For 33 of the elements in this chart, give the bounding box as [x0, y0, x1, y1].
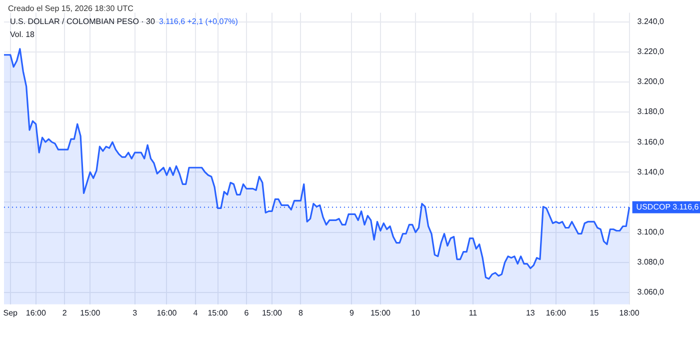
x-tick-label: 15:00 — [370, 308, 392, 318]
x-tick-label: 15:00 — [262, 308, 283, 318]
y-tick-label: 3.140,0 — [637, 167, 665, 176]
x-tick-label: 10 — [411, 308, 421, 318]
annotation: Vol. 18 — [10, 29, 36, 41]
y-tick-label: 3.080,0 — [637, 258, 665, 267]
annotation: Creado el Sep 15, 2026 18:30 UTC — [8, 3, 134, 15]
text: U.S. DOLLAR / COLOMBIAN PESO · 30 — [10, 17, 155, 26]
x-tick-label: 2 — [62, 308, 68, 318]
text: 3.116,6 +2,1 (+0,07%) — [158, 17, 238, 26]
x-tick-label: 15:00 — [80, 308, 101, 318]
x-tick-label: 13 — [526, 308, 536, 318]
x-tick-label: 3 — [132, 308, 138, 318]
y-tick-label: 3.220,0 — [637, 47, 665, 56]
y-tick-label: 3.100,0 — [637, 227, 665, 236]
y-tick-label: 3.240,0 — [637, 17, 665, 26]
x-tick-label: 16:00 — [156, 308, 178, 318]
y-tick-label: 3.160,0 — [637, 137, 665, 146]
y-tick-label: 3.200,0 — [637, 77, 665, 86]
x-tick-label: 11 — [468, 308, 478, 318]
x-tick-label: 6 — [244, 308, 250, 318]
x-tick-label: 15:00 — [208, 308, 228, 318]
x-tick-label: 8 — [298, 308, 304, 318]
y-tick-label: 3.180,0 — [637, 107, 665, 116]
x-tick-label: Sep — [3, 308, 18, 318]
x-tick-label: 18:00 — [619, 308, 640, 318]
ref-line-label: USDCOP 3.116,6 — [636, 202, 700, 212]
x-tick-label: 16:00 — [26, 308, 46, 318]
y-tick-label: 3.060,0 — [637, 288, 665, 297]
x-tick-label: 9 — [350, 308, 355, 318]
x-tick-label: 16:00 — [546, 308, 566, 318]
x-tick-label: 15 — [590, 308, 600, 318]
x-tick-label: 4 — [193, 308, 198, 318]
